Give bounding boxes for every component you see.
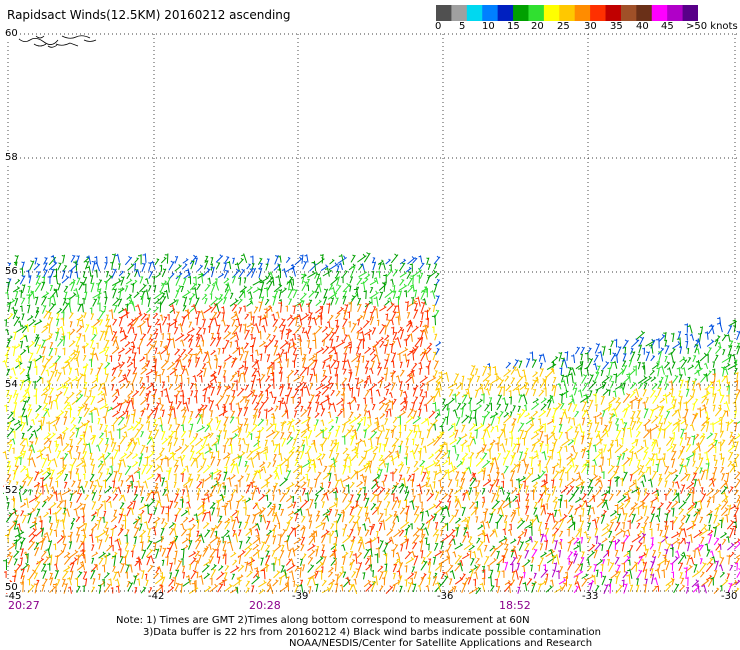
colorbar-swatch — [451, 5, 468, 21]
pass-time-right: 18:52 — [499, 599, 531, 612]
colorbar-swatch — [574, 5, 591, 21]
lon-label-42w: -42 — [148, 591, 165, 602]
lat-label-60: 60 — [4, 28, 19, 39]
footnote-line-2: 3)Data buffer is 22 hrs from 20160212 4)… — [143, 626, 601, 638]
lon-label-36w: -36 — [437, 591, 454, 602]
colorbar-swatch — [436, 5, 452, 21]
colorbar-label-5: 5 — [459, 21, 466, 32]
wind-map — [2, 33, 740, 595]
colorbar-swatch — [466, 5, 483, 21]
colorbar-swatch — [667, 5, 684, 21]
lat-label-56: 56 — [4, 266, 19, 277]
colorbar-label-40: 40 — [636, 21, 649, 32]
colorbar-swatch — [559, 5, 576, 21]
colorbar-label-25: 25 — [557, 21, 570, 32]
pass-time-center: 20:28 — [249, 599, 281, 612]
colorbar-label-0: 0 — [435, 21, 442, 32]
pass-time-left: 20:27 — [8, 599, 40, 612]
colorbar-label-30: 30 — [584, 21, 597, 32]
lon-label-30w: -30 — [721, 591, 738, 602]
coastline — [17, 35, 97, 48]
colorbar-label-20: 20 — [531, 21, 544, 32]
colorbar-label-50-knots: >50 knots — [686, 21, 738, 32]
map-title: Rapidsact Winds(12.5KM) 20160212 ascendi… — [7, 8, 291, 22]
colorbar-swatch — [651, 5, 668, 21]
colorbar-label-10: 10 — [482, 21, 495, 32]
colorbar-swatch — [605, 5, 622, 21]
lat-lon-grid — [7, 33, 738, 592]
lon-label-45w: -45 — [5, 591, 22, 602]
lon-label-39w: -39 — [292, 591, 309, 602]
lat-label-54: 54 — [4, 379, 19, 390]
footnote: Note: 1) Times are GMT 2)Times along bot… — [116, 615, 601, 650]
colorbar-label-15: 15 — [507, 21, 520, 32]
colorbar-swatch — [528, 5, 545, 21]
colorbar-swatch — [543, 5, 560, 21]
wind-speed-colorbar — [436, 5, 698, 21]
lat-label-52: 52 — [4, 485, 19, 496]
colorbar-swatch — [497, 5, 514, 21]
colorbar-swatch — [513, 5, 529, 21]
colorbar-swatch — [636, 5, 653, 21]
colorbar-swatch — [482, 5, 499, 21]
colorbar-swatch — [620, 5, 637, 21]
lat-label-58: 58 — [4, 152, 19, 163]
lon-label-33w: -33 — [582, 591, 599, 602]
colorbar-label-35: 35 — [610, 21, 623, 32]
footnote-line-1: Note: 1) Times are GMT 2)Times along bot… — [116, 615, 530, 626]
colorbar-swatch — [682, 5, 698, 21]
colorbar-swatch — [590, 5, 607, 21]
wind-barbs-layer — [2, 252, 740, 595]
colorbar-label-45: 45 — [661, 21, 674, 32]
lat-label-50: 50 — [4, 582, 19, 593]
footnote-line-3: NOAA/NESDIS/Center for Satellite Applica… — [289, 638, 593, 649]
